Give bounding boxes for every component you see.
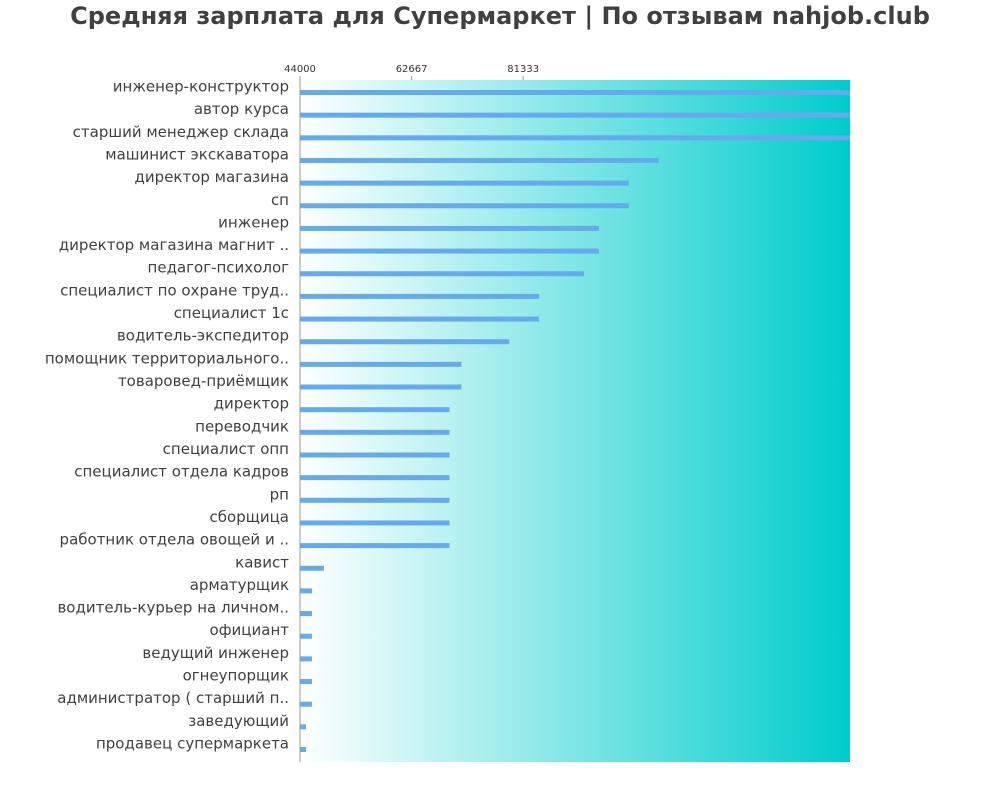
- x-tick-label: 44000: [284, 64, 316, 75]
- category-label: инженер: [218, 213, 289, 231]
- category-label: кавист: [235, 553, 289, 571]
- bar: [300, 384, 462, 390]
- category-label: сп: [271, 191, 289, 209]
- category-label: автор курса: [194, 100, 289, 118]
- category-label: администратор ( старший п..: [57, 689, 289, 707]
- category-label: заведующий: [188, 712, 289, 730]
- bar: [300, 611, 312, 617]
- category-label: специалист по охране труд..: [60, 281, 289, 299]
- category-label: помощник территориального..: [45, 349, 289, 367]
- category-label: огнеупорщик: [183, 667, 289, 685]
- x-tick-label: 62667: [396, 64, 428, 75]
- bar: [300, 588, 312, 594]
- bar: [300, 248, 599, 254]
- category-label: водитель-курьер на личном..: [57, 599, 289, 617]
- category-label: арматурщик: [190, 576, 289, 594]
- bar: [300, 361, 462, 367]
- bar: [300, 633, 312, 639]
- category-label: товаровед-приёмщик: [118, 372, 289, 390]
- category-label: инженер-конструктор: [113, 78, 289, 96]
- bar: [300, 203, 629, 209]
- bar: [300, 656, 312, 662]
- bar: [300, 225, 599, 231]
- bar: [300, 180, 629, 186]
- category-label: старший менеджер склада: [73, 123, 289, 141]
- bar: [300, 157, 659, 163]
- bar: [300, 316, 540, 322]
- category-label: продавец супермаркета: [96, 735, 289, 753]
- bar: [300, 679, 312, 685]
- category-label: директор магазина: [135, 168, 289, 186]
- bar: [300, 135, 850, 141]
- category-label: рп: [270, 485, 289, 503]
- bar: [300, 293, 540, 299]
- category-label: официант: [210, 621, 290, 639]
- category-label: специалист 1с: [174, 304, 289, 322]
- category-label: сборщица: [210, 508, 289, 526]
- bar: [300, 407, 450, 413]
- x-tick-label: 81333: [507, 64, 539, 75]
- category-label: работник отдела овощей и ..: [60, 531, 289, 549]
- category-label: ведущий инженер: [142, 644, 289, 662]
- chart-title: Средняя зарплата для Супермаркет | По от…: [70, 2, 930, 30]
- category-label: директор: [214, 395, 289, 413]
- bar: [300, 565, 324, 571]
- category-label: переводчик: [195, 417, 289, 435]
- category-label: машинист экскаватора: [105, 145, 289, 163]
- bar: [300, 112, 850, 118]
- bar: [300, 339, 510, 345]
- category-label: специалист опп: [163, 440, 289, 458]
- bar: [300, 90, 850, 95]
- bar: [300, 475, 450, 481]
- plot-background: [300, 80, 850, 762]
- category-label: педагог-психолог: [148, 259, 290, 277]
- bar: [300, 520, 450, 526]
- bar: [300, 271, 584, 277]
- bar: [300, 701, 312, 707]
- category-label: водитель-экспедитор: [117, 327, 289, 345]
- bar: [300, 543, 450, 549]
- bar: [300, 747, 306, 752]
- category-label: специалист отдела кадров: [74, 463, 289, 481]
- category-label: директор магазина магнит ..: [59, 236, 289, 254]
- bar: [300, 452, 450, 458]
- bar: [300, 429, 450, 435]
- bar: [300, 497, 450, 503]
- bar: [300, 724, 306, 730]
